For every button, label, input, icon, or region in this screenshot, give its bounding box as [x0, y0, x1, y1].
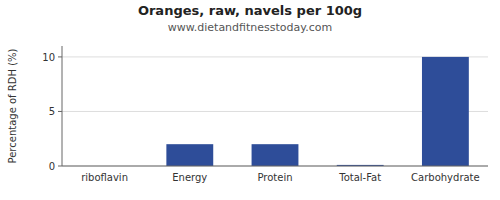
- x-tick-label: riboflavin: [81, 172, 128, 183]
- y-tick-label: 5: [49, 106, 55, 117]
- bar: [252, 144, 299, 166]
- title: Oranges, raw, navels per 100g: [138, 3, 362, 18]
- bar: [422, 57, 469, 166]
- x-tick-label: Energy: [172, 172, 207, 183]
- grid-line: [62, 166, 488, 167]
- subtitle: www.dietandfitnesstoday.com: [168, 21, 332, 34]
- x-axis: [62, 166, 488, 167]
- chart-container: Oranges, raw, navels per 100g www.dietand…: [0, 0, 500, 200]
- page: {"chart_data": {"type": "bar", "title": …: [0, 0, 500, 200]
- y-tick: [58, 111, 62, 112]
- x-tick-label: Total-Fat: [338, 172, 381, 183]
- chart-svg: Oranges, raw, navels per 100g www.dietand…: [0, 0, 500, 200]
- y-tick-label: 10: [42, 52, 55, 63]
- x-tick-label: Carbohydrate: [411, 172, 480, 183]
- y-tick: [58, 56, 62, 57]
- y-axis: [62, 46, 63, 166]
- bars: [166, 57, 468, 166]
- x-tick-label: Protein: [257, 172, 292, 183]
- y-tick-label: 0: [49, 161, 55, 172]
- bar: [166, 144, 213, 166]
- y-axis-label: Percentage of RDH (%): [7, 48, 18, 163]
- y-tick: [58, 166, 62, 167]
